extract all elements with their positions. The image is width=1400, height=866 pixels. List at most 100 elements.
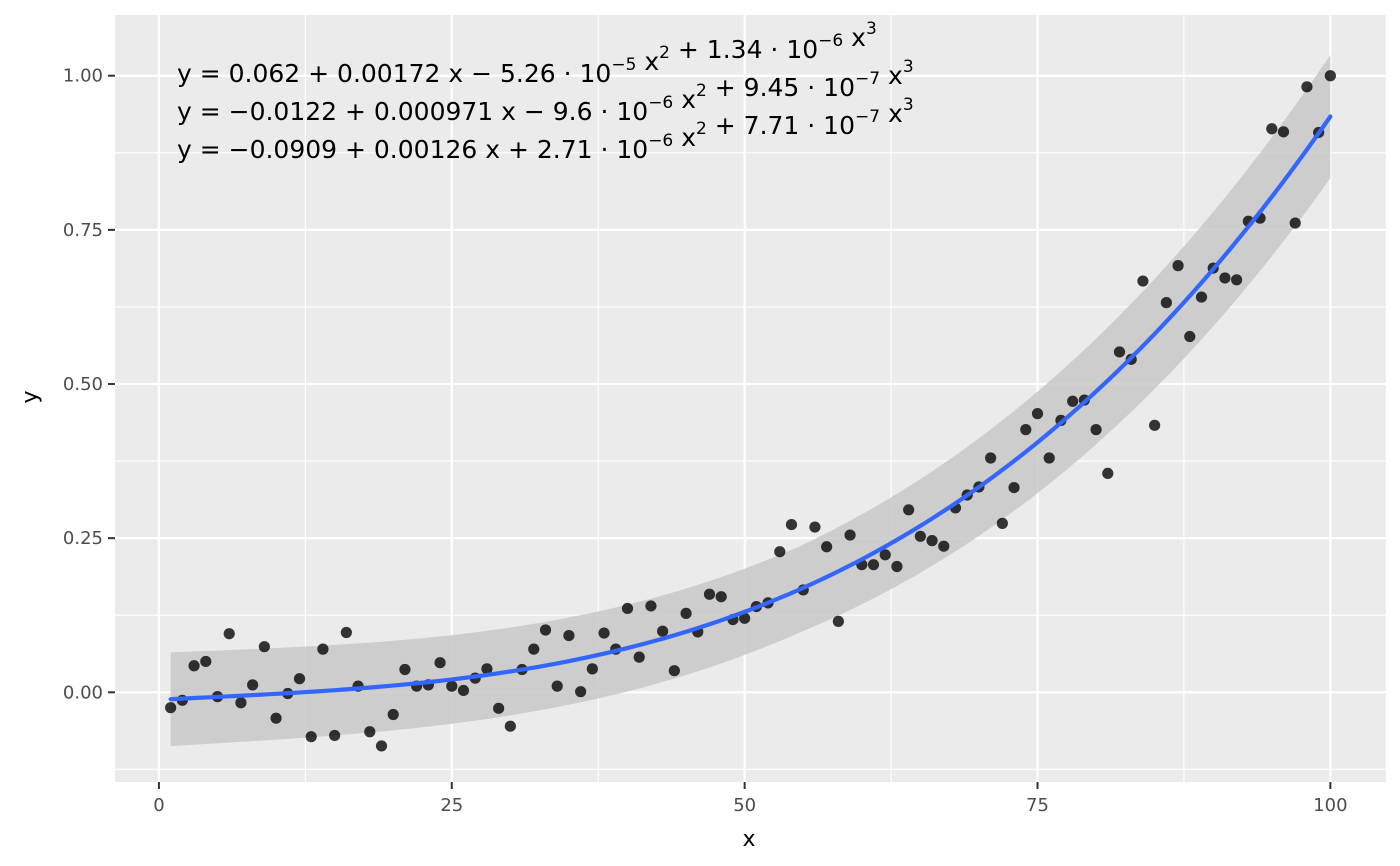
- equation-term: x: [636, 47, 659, 76]
- equation-term: y = 0.062 + 0.00172 x − 5.26 · 10: [177, 59, 611, 88]
- data-point: [903, 504, 915, 516]
- data-point: [739, 612, 751, 624]
- data-point: [1195, 291, 1208, 303]
- data-point: [375, 740, 388, 752]
- data-point: [1020, 424, 1032, 436]
- x-tick-label: 0: [153, 795, 164, 816]
- data-point: [1008, 481, 1020, 494]
- data-point: [317, 643, 329, 655]
- data-point: [926, 535, 938, 547]
- fit-line: [168, 114, 1333, 702]
- equation-exponent: −6: [818, 31, 843, 51]
- equation-exponent: 2: [659, 43, 670, 63]
- data-point: [633, 651, 645, 663]
- axis-ticks: [108, 74, 1332, 789]
- equation-label: y = 0.062 + 0.00172 x − 5.26 · 10−5 x2 +…: [177, 19, 877, 88]
- data-point: [457, 684, 470, 697]
- data-point: [200, 655, 212, 668]
- data-point: [680, 607, 692, 619]
- data-point: [832, 615, 844, 627]
- data-point: [821, 541, 833, 553]
- equation-exponent: 3: [866, 19, 877, 39]
- data-point: [504, 720, 516, 732]
- data-point: [1067, 395, 1079, 407]
- x-tick-label: 50: [733, 795, 756, 816]
- data-point: [1324, 70, 1336, 82]
- equation-exponent: −7: [855, 69, 880, 89]
- equation-term: + 7.71 · 10: [707, 111, 855, 140]
- data-point: [481, 663, 493, 675]
- data-point: [809, 521, 821, 533]
- data-point: [1231, 274, 1243, 286]
- data-point: [1090, 424, 1102, 436]
- data-point: [879, 549, 891, 561]
- equation-term: x: [880, 99, 903, 128]
- equation-exponent: 2: [696, 119, 707, 139]
- data-point: [434, 657, 446, 669]
- data-point: [657, 625, 669, 637]
- equation-term: x: [880, 61, 903, 90]
- data-point: [258, 641, 270, 653]
- data-point: [774, 546, 786, 558]
- x-tick-label: 25: [440, 795, 463, 816]
- data-point: [1266, 123, 1278, 135]
- equation-exponent: 2: [696, 81, 707, 101]
- data-point: [528, 643, 540, 655]
- equation-exponent: −6: [648, 131, 673, 151]
- data-point: [1137, 275, 1149, 287]
- y-tick-label: 0.00: [63, 682, 103, 703]
- data-point: [645, 600, 657, 612]
- data-point: [1160, 297, 1172, 309]
- x-tick-label: 100: [1313, 795, 1347, 816]
- data-point: [844, 529, 856, 541]
- data-point: [340, 626, 352, 639]
- data-point: [493, 702, 505, 714]
- axis-tick-labels: 0 25 50 75 100 0.00 0.25 0.50 0.75 1.00: [63, 66, 1348, 816]
- data-point: [586, 663, 598, 675]
- equation-exponent: 3: [903, 95, 914, 115]
- data-point: [575, 686, 587, 698]
- data-point: [446, 680, 458, 692]
- data-point: [364, 726, 376, 738]
- equation-label: y = −0.0909 + 0.00126 x + 2.71 · 10−6 x 2…: [177, 95, 914, 164]
- data-point: [165, 702, 177, 714]
- data-point: [551, 680, 563, 692]
- x-tick-label: 75: [1026, 795, 1049, 816]
- data-point: [1277, 126, 1290, 138]
- y-tick-label: 0.75: [63, 220, 103, 241]
- data-point: [1172, 260, 1184, 272]
- data-point: [1043, 452, 1055, 464]
- y-tick-label: 1.00: [63, 66, 103, 87]
- equation-annotations: y = 0.062 + 0.00172 x − 5.26 · 10−5 x2 +…: [177, 19, 914, 164]
- equation-term: y = −0.0122 + 0.000971 x − 9.6 · 10: [177, 97, 648, 126]
- data-point: [247, 679, 259, 691]
- data-point: [668, 665, 680, 677]
- data-point: [539, 624, 552, 636]
- data-point: [891, 560, 903, 573]
- data-point: [1184, 330, 1196, 343]
- data-point: [715, 591, 727, 603]
- equation-exponent: 3: [903, 57, 914, 77]
- data-point: [867, 559, 880, 571]
- equation-term: y = −0.0909 + 0.00126 x + 2.71 · 10: [177, 135, 648, 164]
- data-point: [235, 697, 247, 709]
- equation-term: x: [843, 23, 866, 52]
- data-point: [985, 452, 997, 464]
- equation-term: + 9.45 · 10: [707, 73, 855, 102]
- data-point: [914, 530, 926, 542]
- equation-exponent: −7: [855, 107, 880, 127]
- data-point: [938, 540, 950, 552]
- data-point: [1113, 346, 1126, 358]
- y-axis-title: y: [18, 390, 43, 403]
- data-point: [1149, 419, 1161, 431]
- data-point: [223, 628, 235, 640]
- data-point: [329, 729, 341, 742]
- data-point: [1031, 408, 1044, 420]
- data-point: [785, 518, 798, 531]
- data-point: [1102, 467, 1114, 480]
- data-point: [293, 673, 306, 685]
- data-point: [188, 660, 200, 672]
- data-point: [305, 731, 317, 743]
- data-point: [1289, 217, 1301, 229]
